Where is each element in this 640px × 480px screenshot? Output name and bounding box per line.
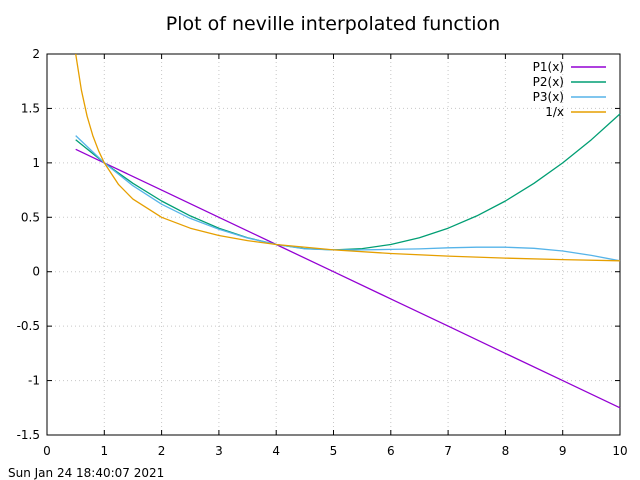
- series-line: [75, 135, 621, 262]
- y-tick-label: 0: [32, 265, 40, 279]
- y-tick-label: 0.5: [21, 210, 40, 224]
- x-tick-label: 2: [158, 444, 166, 458]
- chart-title: Plot of neville interpolated function: [166, 13, 500, 35]
- y-tick-label: -1: [28, 374, 40, 388]
- x-tick-label: 0: [43, 444, 51, 458]
- x-tick-label: 7: [444, 444, 452, 458]
- y-tick-label: -1.5: [17, 428, 40, 442]
- legend-label: P2(x): [533, 75, 564, 89]
- plot-border: [46, 53, 621, 436]
- timestamp: Sun Jan 24 18:40:07 2021: [8, 466, 164, 480]
- grid: [47, 54, 620, 435]
- x-tick-label: 9: [559, 444, 567, 458]
- legend-label: P3(x): [533, 90, 564, 104]
- series-line: [75, 53, 621, 262]
- series-line: [75, 148, 621, 409]
- legend-label: P1(x): [533, 60, 564, 74]
- x-tick-label: 6: [387, 444, 395, 458]
- y-tick-label: 1.5: [21, 101, 40, 115]
- x-tick-label: 5: [330, 444, 338, 458]
- x-tick-label: 1: [100, 444, 108, 458]
- x-tick-label: 8: [502, 444, 510, 458]
- axis-ticks: 0 1 2 3 4 5 6 7 8 9 10 -1.5 -1 -0.5 0 0.5 1 1.5 2: [17, 47, 628, 458]
- x-tick-label: 10: [612, 444, 627, 458]
- x-tick-label: 3: [215, 444, 223, 458]
- legend: P1(x)P2(x)P3(x)1/x: [533, 60, 606, 119]
- y-tick-label: -0.5: [17, 319, 40, 333]
- y-tick-label: 2: [32, 47, 40, 61]
- legend-label: 1/x: [545, 105, 564, 119]
- x-tick-label: 4: [272, 444, 280, 458]
- series-line: [75, 113, 621, 251]
- y-tick-label: 1: [32, 156, 40, 170]
- series-lines: [75, 53, 621, 409]
